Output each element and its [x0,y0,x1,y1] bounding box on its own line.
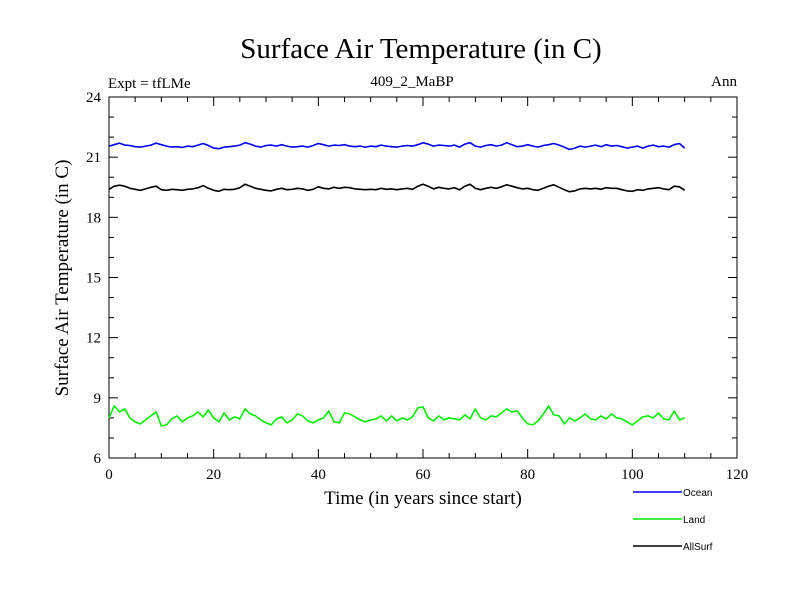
x-tick-label: 20 [206,467,221,483]
y-tick-label: 12 [86,331,101,347]
legend-label-ocean: Ocean [683,488,712,499]
chart-title: Surface Air Temperature (in C) [240,33,601,65]
x-tick-label: 0 [105,467,113,483]
y-tick-label: 18 [86,210,101,226]
series-line-allsurf [108,183,686,193]
subtitle-run: 409_2_MaBP [370,74,453,90]
plot-frame [108,96,738,459]
x-tick-label: 100 [621,467,644,483]
y-tick-label: 24 [86,90,102,106]
x-axis-label: Time (in years since start) [324,488,522,509]
series-lines [108,141,686,427]
x-tick-label: 40 [311,467,326,483]
subtitle-period: Ann [711,74,737,90]
x-tick-label: 60 [416,467,431,483]
y-axis-label: Surface Air Temperature (in C) [52,160,73,397]
y-tick-label: 6 [94,451,102,467]
axes: 0 20 40 60 80 100 120 6 9 12 15 18 21 24 [86,90,748,483]
subtitle-experiment: Expt = tfLMe [108,76,191,92]
legend-label-land: Land [683,515,705,526]
y-tick-label: 15 [86,271,101,287]
series-line-ocean [108,141,686,151]
series-line-land [108,405,685,427]
y-tick-label: 9 [94,391,102,407]
x-tick-label: 80 [520,467,535,483]
legend-label-allsurf: AllSurf [683,542,713,553]
y-tick-label: 21 [86,150,101,166]
legend: Ocean Land AllSurf [633,488,713,553]
x-tick-label: 120 [726,467,749,483]
